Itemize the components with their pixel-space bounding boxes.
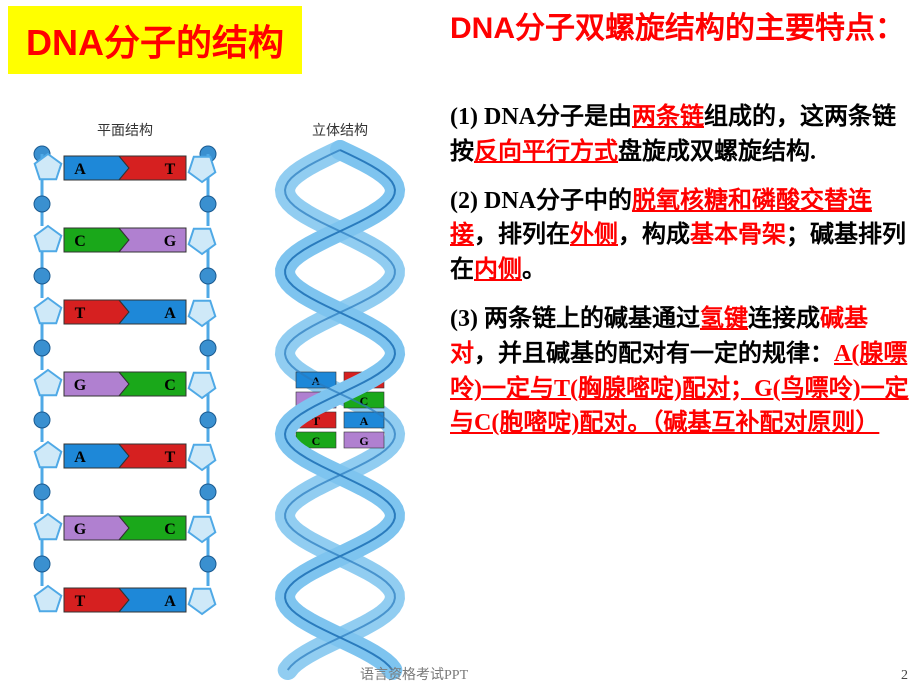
point-2: (2) DNA分子中的脱氧核糖和磷酸交替连接，排列在外侧，构成基本骨架；碱基排列… [450,184,910,288]
t: DNA分子中的 [484,188,632,214]
page-title: DNA分子的结构 [8,6,302,74]
flat-label: 平面结构 [20,120,230,140]
svg-text:A: A [164,593,176,610]
point-1: (1) DNA分子是由两条链组成的，这两条链按反向平行方式盘旋成双螺旋结构. [450,100,910,170]
svg-text:A: A [74,449,86,466]
helix-structure-col: 立体结构 ATGCTACG [250,120,430,680]
t: ，并且碱基的配对有一定的规律： [474,341,834,367]
content-block: (1) DNA分子是由两条链组成的，这两条链按反向平行方式盘旋成双螺旋结构. (… [450,100,910,441]
kw-antiparallel: 反向平行方式 [474,139,618,165]
t: 两条链上的碱基通过 [484,306,700,332]
svg-text:C: C [312,434,321,448]
svg-text:G: G [74,377,87,394]
svg-text:T: T [75,305,86,322]
helix-label: 立体结构 [250,120,430,140]
svg-text:C: C [74,233,86,250]
num: (3) [450,306,484,332]
num: (2) [450,188,484,214]
svg-text:G: G [359,434,368,448]
kw-inside: 内侧 [474,257,522,283]
num: (1) [450,104,484,130]
svg-text:C: C [164,377,176,394]
kw-two-strands: 两条链 [632,104,704,130]
svg-text:G: G [164,233,177,250]
heading: DNA分子双螺旋结构的主要特点： [450,8,910,50]
svg-text:A: A [164,305,176,322]
page-number: 2 [901,668,908,684]
point-3: (3) 两条链上的碱基通过氢键连接成碱基对，并且碱基的配对有一定的规律：A(腺嘌… [450,302,910,441]
t: 盘旋成双螺旋结构. [618,139,816,165]
t: 。 [522,257,546,283]
kw-outside: 外侧 [570,222,618,248]
flat-structure-diagram: A T C G T A G C A T G C T A [20,140,230,680]
t: DNA分子是由 [484,104,632,130]
kw-hbond: 氢键 [700,306,748,332]
svg-text:T: T [165,449,176,466]
flat-structure-col: 平面结构 A T C G T A G C A T G C T A [20,120,230,680]
kw-backbone: 基本骨架 [690,222,786,248]
svg-text:T: T [165,161,176,178]
t: 连接成 [748,306,820,332]
svg-text:A: A [74,161,86,178]
svg-text:A: A [360,414,369,428]
svg-text:G: G [74,521,87,538]
helix-structure-diagram: ATGCTACG [250,140,430,680]
svg-text:T: T [75,593,86,610]
svg-text:C: C [164,521,176,538]
t: ，构成 [618,222,690,248]
t: ，排列在 [474,222,570,248]
footer-text: 语言资格考试PPT [360,664,468,684]
diagram-area: 平面结构 A T C G T A G C A T G C T A 立体结构 A T G C T A C G [20,120,440,680]
